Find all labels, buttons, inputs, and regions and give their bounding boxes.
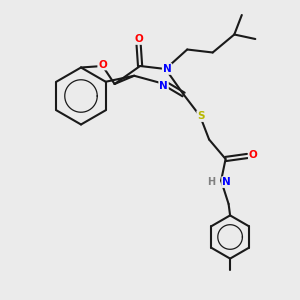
- Text: N: N: [159, 81, 168, 91]
- Text: O: O: [134, 34, 143, 44]
- Text: N: N: [222, 177, 231, 187]
- Text: N: N: [163, 64, 172, 74]
- Text: O: O: [249, 149, 258, 160]
- Text: S: S: [197, 111, 205, 121]
- Text: H: H: [207, 177, 216, 187]
- Text: O: O: [98, 59, 107, 70]
